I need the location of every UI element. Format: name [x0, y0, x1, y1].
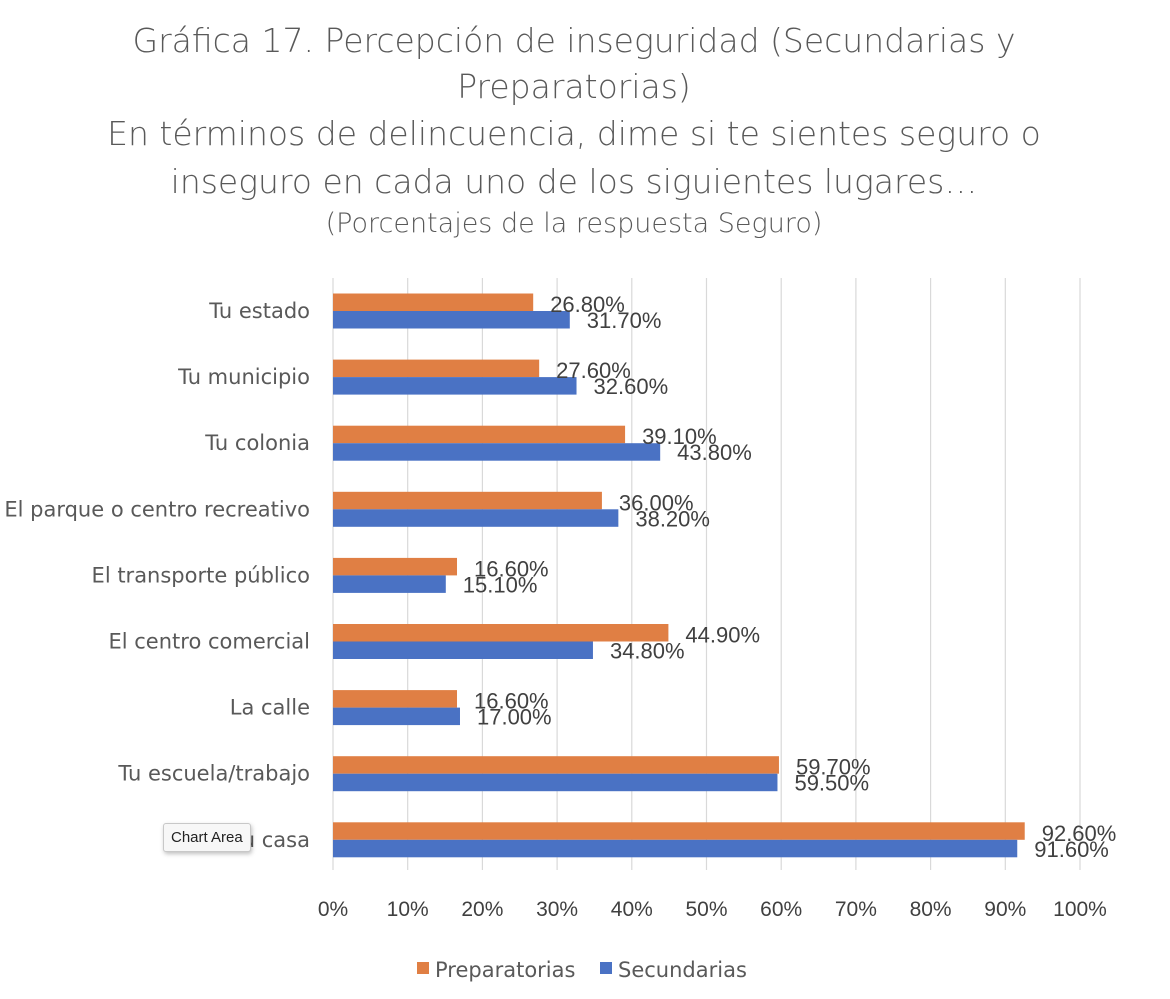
category-label: El parque o centro recreativo — [4, 497, 310, 521]
data-label: 44.90% — [685, 623, 760, 648]
tick-label: 10% — [387, 898, 429, 921]
data-label: 16.60% — [474, 556, 549, 581]
data-label: 16.60% — [474, 689, 549, 714]
category-label: La calle — [230, 696, 310, 720]
category-label: El transporte público — [92, 563, 310, 587]
bar-secundarias — [333, 311, 570, 329]
chart-title-line: Gráfica 17. Percepción de inseguridad (S… — [133, 21, 1016, 60]
bars — [333, 293, 1025, 858]
chart-title: Gráfica 17. Percepción de inseguridad (S… — [107, 21, 1041, 239]
bar-secundarias — [333, 575, 446, 593]
tick-label: 50% — [685, 898, 727, 921]
data-label: 39.10% — [642, 424, 717, 449]
chart-subtitle: (Porcentajes de la respuesta Seguro) — [326, 208, 823, 239]
data-labels: 26.80%31.70% 27.60%32.60% 39.10%43.80% 36.0… — [463, 292, 1117, 862]
bar-secundarias — [333, 773, 778, 792]
bar-secundarias — [333, 443, 661, 461]
data-label: 17.00% — [477, 705, 552, 730]
data-label: 34.80% — [610, 639, 685, 664]
category-label: Tu estado — [208, 299, 310, 323]
category-label: El centro comercial — [108, 630, 310, 654]
category-label: Tu escuela/trabajo — [117, 762, 310, 786]
tick-label: 0% — [318, 898, 348, 921]
tick-label: 90% — [984, 898, 1026, 921]
bar-preparatorias — [333, 293, 534, 311]
tick-label: 80% — [910, 898, 952, 921]
tick-label: 70% — [835, 898, 877, 921]
tick-label: 40% — [611, 898, 653, 921]
bar-secundarias — [333, 839, 1018, 858]
bar-preparatorias — [333, 756, 779, 774]
bar-preparatorias — [333, 491, 602, 510]
legend-swatch-preparatorias — [417, 962, 429, 974]
bar-secundarias — [333, 377, 577, 395]
data-label: 32.60% — [594, 374, 669, 399]
data-label: 36.00% — [619, 490, 694, 515]
data-label: 59.70% — [796, 755, 871, 780]
chart-area-tooltip: Chart Area — [163, 823, 251, 852]
tick-label: 20% — [461, 898, 503, 921]
bar-preparatorias — [333, 822, 1025, 840]
tick-label: 30% — [536, 898, 578, 921]
bar-preparatorias — [333, 359, 540, 378]
data-label: 27.60% — [556, 358, 631, 383]
data-label: 91.60% — [1034, 837, 1109, 862]
bar-preparatorias — [333, 624, 669, 642]
bar-secundarias — [333, 509, 619, 527]
data-label: 31.70% — [587, 308, 662, 333]
chart-title-line: Preparatorias) — [457, 67, 691, 106]
value-axis: 0% 10% 20% 30% 40% 50% 60% 70% 80% 90% 100% — [318, 898, 1107, 921]
bar-preparatorias — [333, 557, 458, 576]
legend-swatch-secundarias — [600, 962, 612, 974]
category-label: Tu municipio — [177, 365, 310, 389]
tick-label: 100% — [1053, 898, 1107, 921]
bar-secundarias — [333, 641, 593, 659]
bar-preparatorias — [333, 690, 458, 708]
data-label: 38.20% — [635, 506, 710, 531]
data-label: 15.10% — [463, 572, 538, 597]
legend-label: Preparatorias — [435, 958, 575, 982]
tick-label: 60% — [760, 898, 802, 921]
data-label: 43.80% — [677, 440, 752, 465]
chart-title-line: inseguro en cada uno de los siguientes l… — [171, 162, 978, 201]
data-label: 26.80% — [550, 292, 625, 317]
bar-secundarias — [333, 707, 460, 726]
data-label: 59.50% — [794, 771, 869, 796]
legend-label: Secundarias — [618, 958, 747, 982]
category-axis: Tu estado Tu municipio Tu colonia El parque… — [4, 299, 310, 852]
legend: Preparatorias Secundarias — [417, 958, 747, 982]
data-label: 92.60% — [1042, 821, 1117, 846]
bar-preparatorias — [333, 425, 626, 444]
category-label: Tu colonia — [204, 431, 310, 455]
chart-title-line: En términos de delincuencia, dime si te … — [107, 114, 1041, 153]
